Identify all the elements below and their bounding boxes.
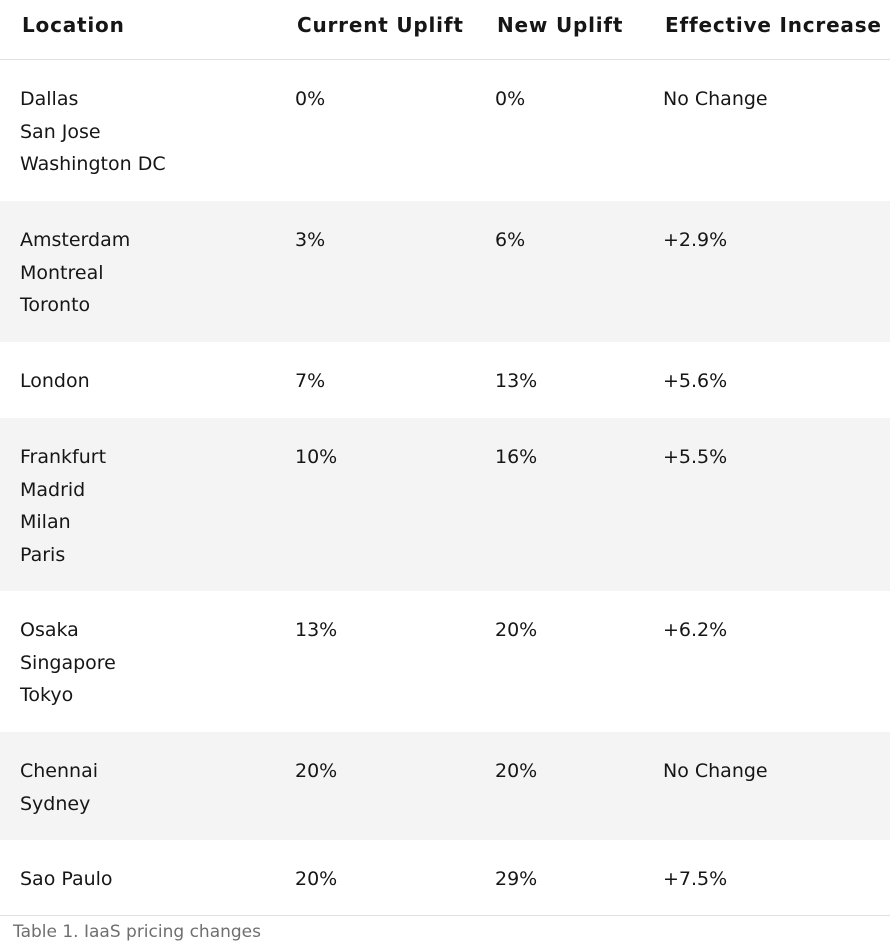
location-name: Milan	[20, 511, 71, 533]
current-uplift-cell: 20%	[295, 760, 338, 782]
table-row: Dallas San Jose Washington DC 0% 0% No C…	[0, 60, 890, 201]
new-uplift-cell: 6%	[495, 229, 526, 251]
location-cell: Frankfurt Madrid Milan Paris	[20, 441, 106, 571]
current-uplift-cell: 0%	[295, 88, 326, 110]
location-name: Dallas	[20, 88, 79, 110]
location-name: Amsterdam	[20, 229, 131, 251]
current-uplift-cell: 7%	[295, 370, 326, 392]
location-name: Toronto	[20, 294, 91, 316]
table-header: Location Current Uplift New Uplift Effec…	[0, 0, 890, 60]
new-uplift-cell: 20%	[495, 760, 538, 782]
location-cell: Sao Paulo	[20, 863, 113, 896]
new-uplift-cell: 13%	[495, 370, 538, 392]
table-row: Sao Paulo 20% 29% +7.5%	[0, 840, 890, 915]
table-bottom-divider	[0, 915, 890, 916]
location-name: Madrid	[20, 478, 86, 501]
effective-increase-cell: No Change	[663, 760, 768, 782]
location-cell: Chennai Sydney	[20, 755, 98, 820]
location-name: Montreal	[20, 261, 104, 284]
header-new-uplift: New Uplift	[497, 13, 624, 37]
effective-increase-cell: +7.5%	[663, 868, 728, 890]
location-cell: Amsterdam Montreal Toronto	[20, 224, 130, 322]
new-uplift-cell: 29%	[495, 868, 538, 890]
effective-increase-cell: +2.9%	[663, 229, 728, 251]
location-name: Frankfurt	[20, 446, 107, 468]
current-uplift-cell: 13%	[295, 619, 338, 641]
location-name: Paris	[20, 543, 66, 566]
location-name: Washington DC	[20, 153, 166, 175]
location-cell: Dallas San Jose Washington DC	[20, 83, 166, 181]
table-row: Osaka Singapore Tokyo 13% 20% +6.2%	[0, 591, 890, 732]
location-name: San Jose	[20, 120, 101, 143]
location-cell: London	[20, 365, 90, 398]
current-uplift-cell: 10%	[295, 446, 338, 468]
new-uplift-cell: 16%	[495, 446, 538, 468]
location-name: Osaka	[20, 619, 79, 641]
table-row: Frankfurt Madrid Milan Paris 10% 16% +5.…	[0, 418, 890, 591]
location-name: Sao Paulo	[20, 868, 113, 890]
table-row: Amsterdam Montreal Toronto 3% 6% +2.9%	[0, 201, 890, 342]
effective-increase-cell: +5.6%	[663, 370, 728, 392]
location-name: Chennai	[20, 760, 99, 782]
header-location: Location	[22, 13, 125, 37]
location-name: Tokyo	[20, 684, 74, 706]
new-uplift-cell: 0%	[495, 88, 526, 110]
table-row: London 7% 13% +5.6%	[0, 342, 890, 418]
location-name: Singapore	[20, 651, 116, 674]
location-name: Sydney	[20, 792, 91, 815]
header-effective-increase: Effective Increase	[665, 13, 882, 37]
location-name: London	[20, 370, 90, 392]
new-uplift-cell: 20%	[495, 619, 538, 641]
effective-increase-cell: No Change	[663, 88, 768, 110]
effective-increase-cell: +5.5%	[663, 446, 728, 468]
table-caption: Table 1. IaaS pricing changes	[13, 922, 261, 942]
pricing-table: Location Current Uplift New Uplift Effec…	[0, 0, 890, 916]
location-cell: Osaka Singapore Tokyo	[20, 614, 116, 712]
effective-increase-cell: +6.2%	[663, 619, 728, 641]
current-uplift-cell: 20%	[295, 868, 338, 890]
current-uplift-cell: 3%	[295, 229, 326, 251]
header-current-uplift: Current Uplift	[297, 13, 464, 37]
table-row: Chennai Sydney 20% 20% No Change	[0, 732, 890, 840]
